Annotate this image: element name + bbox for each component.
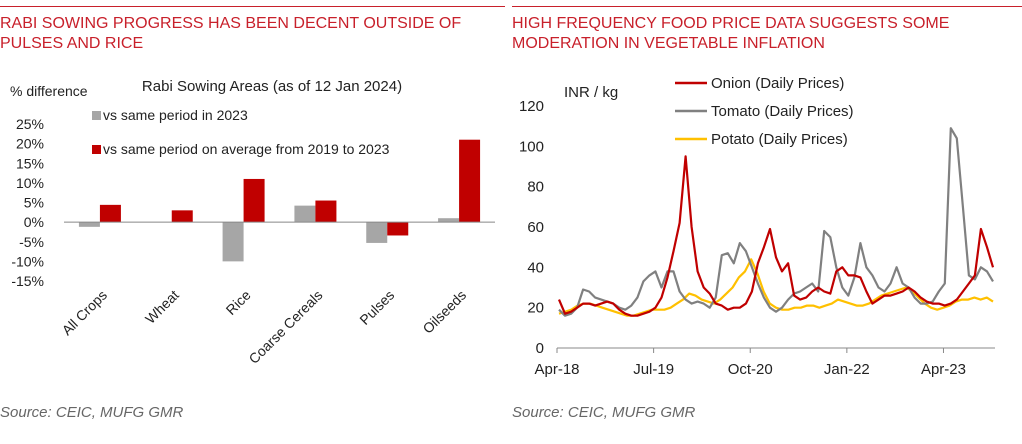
y-tick-label: 80 [527, 179, 544, 196]
series-line [558, 258, 994, 317]
line-chart: INR / kg 0 20 40 60 80 100 120 Apr-18 Jul-19 Oct… [519, 75, 995, 378]
bar-vs-avg [387, 222, 409, 236]
y-tick-label: -5% [19, 234, 44, 250]
y-tick-label: 20 [527, 300, 544, 317]
bar-vs-2023 [366, 222, 388, 243]
bar-vs-avg [315, 200, 337, 223]
x-tick-label: All Crops [59, 287, 110, 338]
x-tick-label: Jan-22 [824, 361, 870, 378]
y-tick-label: -10% [11, 253, 44, 269]
x-tick-label: Pulses [356, 287, 397, 328]
legend-label: Onion (Daily Prices) [711, 75, 844, 92]
y-tick-label: 20% [16, 136, 44, 152]
x-tick-label: Coarse Cereals [245, 287, 325, 367]
y-tick-label: 120 [519, 98, 544, 115]
y-tick-label: 15% [16, 155, 44, 171]
bar-chart: Rabi Sowing Areas (as of 12 Jan 2024) % … [10, 78, 495, 367]
legend-label: Tomato (Daily Prices) [711, 103, 854, 120]
bar-vs-avg [459, 139, 481, 223]
bar-vs-2023 [78, 222, 100, 227]
legend-swatch [92, 145, 101, 154]
bar-vs-avg [99, 204, 121, 223]
y-tick-label: 60 [527, 219, 544, 236]
source-note: Source: CEIC, MUFG GMR [0, 404, 184, 421]
source-note: Source: CEIC, MUFG GMR [512, 404, 696, 421]
x-tick-label: Rice [223, 287, 254, 318]
bar-vs-2023 [438, 218, 460, 223]
x-tick-label: Apr-23 [921, 361, 966, 378]
bar-vs-2023 [294, 205, 316, 223]
series-line [558, 127, 994, 317]
y-tick-label: 25% [16, 116, 44, 132]
chart-title: Rabi Sowing Areas (as of 12 Jan 2024) [142, 78, 402, 95]
series-line [557, 155, 995, 317]
bar-vs-avg [243, 178, 265, 223]
bar-vs-avg [171, 210, 193, 223]
y-tick-label: 40 [527, 259, 544, 276]
bar-vs-2023 [222, 222, 244, 262]
panel-title: HIGH FREQUENCY FOOD PRICE DATA SUGGESTS … [512, 15, 950, 52]
y-axis-label: % difference [10, 83, 88, 99]
x-tick-label: Apr-18 [534, 361, 579, 378]
y-tick-label: 10% [16, 175, 44, 191]
panel-food-prices: HIGH FREQUENCY FOOD PRICE DATA SUGGESTS … [512, 0, 1022, 444]
legend-swatch [92, 111, 101, 120]
y-tick-label: 0 [536, 340, 544, 357]
legend-label: vs same period in 2023 [103, 107, 248, 123]
x-tick-label: Oilseeds [419, 287, 469, 337]
panel-title: RABI SOWING PROGRESS HAS BEEN DECENT OUT… [0, 15, 462, 52]
panel-rabi-sowing: RABI SOWING PROGRESS HAS BEEN DECENT OUT… [0, 0, 505, 444]
legend-label: vs same period on average from 2019 to 2… [103, 141, 390, 157]
top-rule [512, 6, 1022, 7]
x-tick-label: Oct-20 [728, 361, 773, 378]
y-tick-label: 0% [24, 214, 44, 230]
y-tick-label: 5% [24, 195, 44, 211]
y-axis-label: INR / kg [564, 84, 618, 101]
x-tick-label: Wheat [142, 287, 182, 327]
x-tick-label: Jul-19 [633, 361, 674, 378]
top-rule [0, 6, 505, 7]
y-tick-label: 100 [519, 138, 544, 155]
y-tick-label: -15% [11, 273, 44, 289]
legend-label: Potato (Daily Prices) [711, 131, 848, 148]
